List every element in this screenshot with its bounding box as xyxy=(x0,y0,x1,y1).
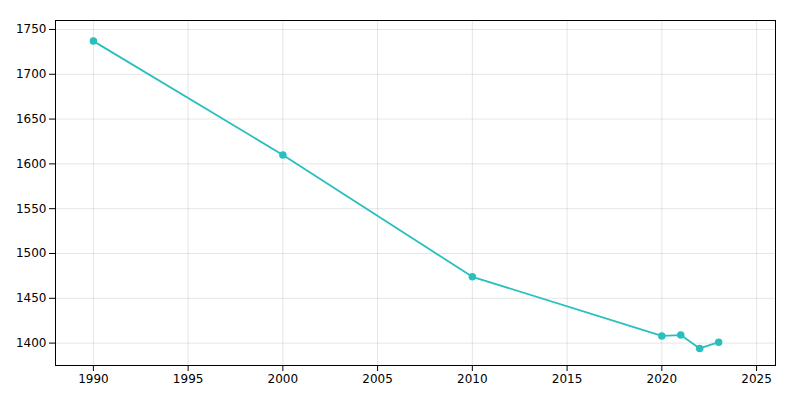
svg-text:1600: 1600 xyxy=(16,157,47,171)
svg-text:1990: 1990 xyxy=(78,372,109,386)
svg-text:1550: 1550 xyxy=(16,202,47,216)
svg-text:1400: 1400 xyxy=(16,336,47,350)
svg-text:1500: 1500 xyxy=(16,246,47,260)
svg-text:2010: 2010 xyxy=(457,372,488,386)
svg-text:1995: 1995 xyxy=(173,372,204,386)
svg-text:2005: 2005 xyxy=(362,372,393,386)
svg-text:2020: 2020 xyxy=(647,372,678,386)
svg-text:2025: 2025 xyxy=(741,372,772,386)
svg-text:1700: 1700 xyxy=(16,67,47,81)
svg-text:1650: 1650 xyxy=(16,112,47,126)
svg-text:1750: 1750 xyxy=(16,22,47,36)
svg-text:2000: 2000 xyxy=(268,372,299,386)
svg-text:1450: 1450 xyxy=(16,291,47,305)
svg-text:2015: 2015 xyxy=(552,372,583,386)
